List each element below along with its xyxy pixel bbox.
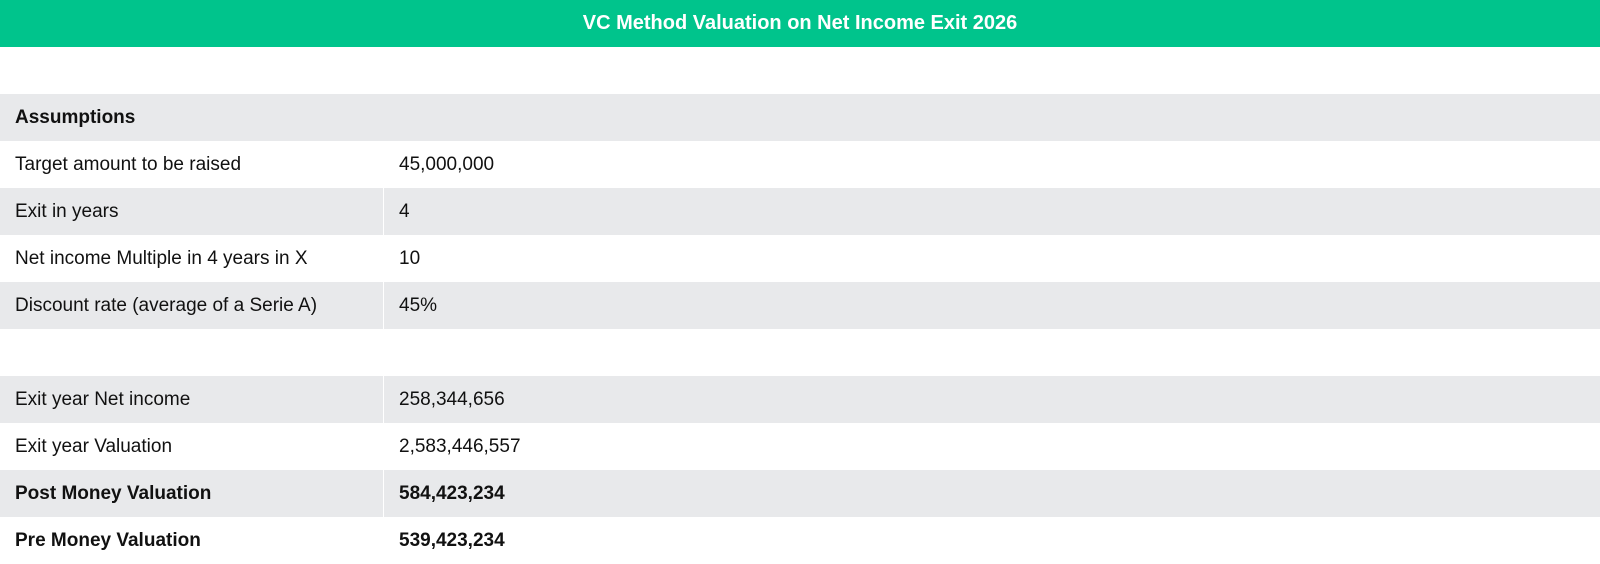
row-value: 2,583,446,557 xyxy=(399,435,521,457)
row-value: 539,423,234 xyxy=(399,529,505,551)
assumptions-heading: Assumptions xyxy=(15,106,136,128)
row-value: 584,423,234 xyxy=(399,482,505,504)
row-label: Discount rate (average of a Serie A) xyxy=(15,294,318,316)
row-label: Net income Multiple in 4 years in X xyxy=(15,247,308,269)
page-header: VC Method Valuation on Net Income Exit 2… xyxy=(0,0,1600,47)
row-label: Post Money Valuation xyxy=(15,482,212,504)
row-label: Pre Money Valuation xyxy=(15,529,201,551)
table-row: Exit in years 4 xyxy=(0,188,1600,235)
pre-money-row: Pre Money Valuation 539,423,234 xyxy=(0,517,1600,564)
row-value: 10 xyxy=(399,247,421,269)
post-money-row: Post Money Valuation 584,423,234 xyxy=(0,470,1600,517)
row-label: Target amount to be raised xyxy=(15,153,242,175)
row-value: 258,344,656 xyxy=(399,388,505,410)
row-value: 4 xyxy=(399,200,410,222)
row-label: Exit year Net income xyxy=(15,388,191,410)
page-title: VC Method Valuation on Net Income Exit 2… xyxy=(582,12,1018,34)
spacer-row xyxy=(0,47,1600,94)
table-row: Net income Multiple in 4 years in X 10 xyxy=(0,235,1600,282)
table-row: Exit year Valuation 2,583,446,557 xyxy=(0,423,1600,470)
row-value: 45% xyxy=(399,294,438,316)
spacer-row xyxy=(0,329,1600,376)
valuation-table: Assumptions Target amount to be raised 4… xyxy=(0,47,1600,564)
row-label: Exit in years xyxy=(15,200,119,222)
table-row: Discount rate (average of a Serie A) 45% xyxy=(0,282,1600,329)
row-label: Exit year Valuation xyxy=(15,435,173,457)
table-row: Target amount to be raised 45,000,000 xyxy=(0,141,1600,188)
table-row: Exit year Net income 258,344,656 xyxy=(0,376,1600,423)
row-value: 45,000,000 xyxy=(399,153,495,175)
assumptions-heading-row: Assumptions xyxy=(0,94,1600,141)
